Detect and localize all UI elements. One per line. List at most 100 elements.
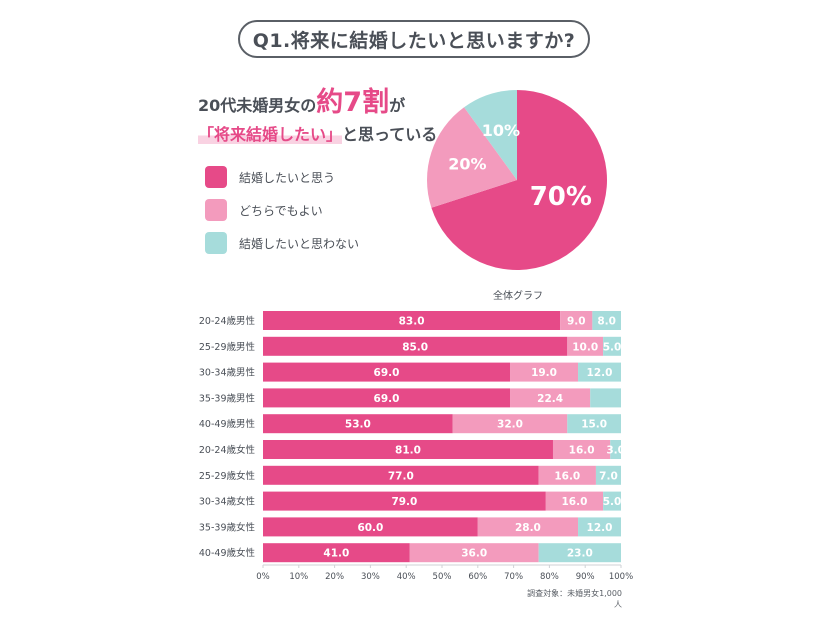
question-title: Q1.将来に結婚したいと思いますか? [238,20,590,58]
legend-label-not-want: 結婚したいと思わない [239,236,360,251]
pie-label-want: 70% [530,182,592,212]
legend-label-either: どちらでもよい [239,203,323,218]
category-label-8: 35-39歳女性 [199,521,256,533]
category-label-7: 30-34歳女性 [199,496,256,508]
headline: 20代未婚男女の約7割が 「将来結婚したい」と思っている [198,80,437,145]
bar-either-8 [477,517,579,537]
bar-either-5 [552,440,611,459]
x-tick-label-2: 20% [325,572,344,582]
bar-want-6 [263,465,539,485]
bar-not-want-0 [592,311,621,330]
pie-slice-not-want [464,90,517,180]
x-tick-label-9: 90% [576,572,595,582]
category-label-5: 20-24歳女性 [199,444,256,456]
bar-label-want-4: 53.0 [345,419,371,431]
bar-want-5 [263,440,553,459]
bar-label-not-want-1: 5.0 [603,341,622,353]
bar-label-want-9: 41.0 [323,548,349,560]
bar-label-not-want-0: 8.0 [597,316,616,328]
legend-item-either: どちらでもよい [205,199,359,221]
legend-swatch-either [205,199,227,221]
bar-want-8 [263,517,478,537]
legend-item-want: 結婚したいと思う [205,166,359,188]
bar-want-9 [263,543,410,563]
bar-label-either-9: 36.0 [461,548,487,560]
bar-label-either-0: 9.0 [567,316,586,328]
headline-post: が [389,96,406,115]
pie-slice-want [431,90,607,270]
bar-label-not-want-2: 12.0 [587,367,613,379]
bar-either-3 [510,388,591,408]
bar-label-either-4: 32.0 [497,419,523,431]
pie-chart: 70% 20% 10% [427,90,607,270]
x-tick-label-5: 50% [433,572,452,582]
x-tick-label-1: 10% [289,572,308,582]
bar-label-not-want-7: 5.0 [603,496,622,508]
bar-label-not-want-4: 15.0 [581,419,607,431]
headline-emphasis: 約7割 [316,87,390,118]
bar-not-want-4 [567,414,621,434]
bar-label-not-want-6: 7.0 [599,470,618,482]
bar-want-1 [263,336,568,356]
bar-label-either-2: 19.0 [531,367,557,379]
category-label-1: 25-29歳男性 [199,341,256,353]
headline-pre: 20代未婚男女の [198,96,317,115]
survey-note: 調査対象：未婚男女1,000人 [527,589,622,609]
bar-not-want-8 [578,517,621,537]
bar-label-want-5: 81.0 [395,445,421,457]
bar-want-4 [263,414,453,434]
bar-label-either-6: 16.0 [554,470,580,482]
headline-line-2-post: と思っている [342,125,438,144]
bar-label-want-6: 77.0 [388,470,414,482]
bar-label-not-want-9: 23.0 [567,548,593,560]
pie-label-not-want: 10% [482,121,520,140]
bar-label-want-3: 69.0 [374,393,400,405]
bar-not-want-3 [590,388,621,408]
category-label-2: 30-34歳男性 [199,367,256,379]
x-tick-label-6: 60% [468,572,487,582]
bar-label-either-1: 10.0 [572,341,598,353]
bar-label-either-7: 16.0 [561,496,587,508]
category-label-0: 20-24歳男性 [199,315,256,327]
bar-label-either-8: 28.0 [515,522,541,534]
bar-not-want-1 [603,336,621,356]
x-tick-label-10: 100% [609,572,633,582]
bar-label-not-want-8: 12.0 [587,522,613,534]
bar-want-0 [263,311,561,330]
legend-label-want: 結婚したいと思う [239,170,336,185]
bar-label-either-3: 22.4 [537,393,563,405]
bar-label-either-5: 16.0 [569,445,595,457]
x-tick-label-7: 70% [504,572,523,582]
legend: 結婚したいと思う どちらでもよい 結婚したいと思わない [205,166,359,265]
bar-not-want-7 [603,491,621,511]
category-label-4: 40-49歳男性 [199,418,256,430]
headline-line-1: 20代未婚男女の約7割が [198,80,428,119]
legend-swatch-want [205,166,227,188]
bar-either-9 [409,543,539,563]
bar-not-want-5 [610,440,621,459]
pie-slice-either [427,107,517,208]
bar-want-7 [263,491,546,511]
pie-label-either: 20% [448,154,486,173]
bar-not-want-2 [578,362,621,382]
bar-either-0 [560,311,593,330]
x-tick-label-0: 0% [256,572,270,582]
headline-line-2: 「将来結婚したい」と思っている [198,121,437,145]
bar-label-want-7: 79.0 [391,496,417,508]
bar-either-4 [452,414,568,434]
pie-caption: 全体グラフ [493,291,543,302]
bar-label-want-8: 60.0 [357,522,383,534]
bar-label-not-want-5: 3.0 [606,445,625,457]
bar-label-want-0: 83.0 [399,316,425,328]
bar-not-want-6 [595,465,621,485]
category-label-9: 40-49歳女性 [199,547,256,559]
legend-swatch-not-want [205,232,227,254]
x-tick-label-3: 30% [361,572,380,582]
x-tick-label-4: 40% [397,572,416,582]
category-label-3: 35-39歳男性 [199,392,256,404]
bar-label-want-2: 69.0 [374,367,400,379]
bar-not-want-9 [538,543,621,563]
x-tick-label-8: 80% [540,572,559,582]
bar-either-6 [538,465,596,485]
